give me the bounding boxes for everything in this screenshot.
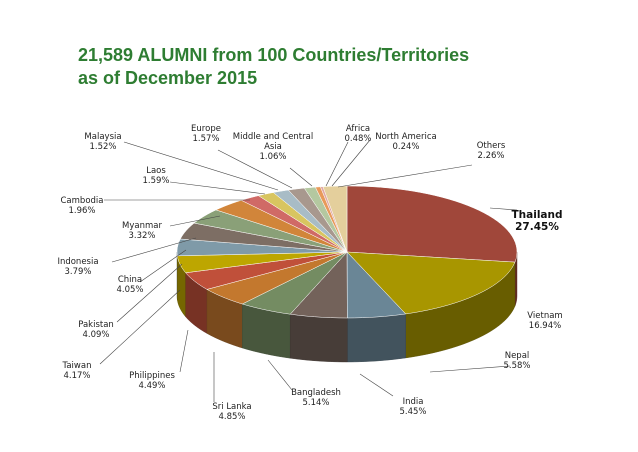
slice-value-middle-and-central-asia: 1.06% <box>259 152 286 162</box>
leader-line-thailand <box>489 207 518 211</box>
pie-slice-philippines <box>185 251 348 290</box>
slice-labels: Thailand 27.45% Vietnam 16.94% Nepal 5.58% Ind… <box>57 124 562 422</box>
slice-label-vietnam: Vietnam 16.94% <box>527 311 562 331</box>
pie-top <box>176 185 518 319</box>
slice-value-indonesia: 3.79% <box>64 267 91 277</box>
slice-label-others: Others 2.26% <box>477 141 506 161</box>
slice-label-myanmar: Myanmar 3.32% <box>122 221 162 241</box>
slice-value-laos: 1.59% <box>142 176 169 186</box>
chart-title: 21,589 ALUMNI from 100 Countries/Territo… <box>78 44 469 90</box>
slice-label-thailand: Thailand 27.45% <box>512 209 563 233</box>
slice-label-malaysia: Malaysia 1.52% <box>84 132 121 152</box>
slice-value-nepal: 5.58% <box>503 361 530 371</box>
slice-label-africa: Africa 0.48% <box>344 124 371 144</box>
slice-value-pakistan: 4.09% <box>82 330 109 340</box>
leader-line-pakistan <box>116 263 183 323</box>
pie-slice-myanmar <box>215 200 348 253</box>
leader-line-north-america <box>331 139 371 187</box>
slice-label-taiwan: Taiwan 4.17% <box>62 361 92 381</box>
slice-label-laos: Laos 1.59% <box>142 166 169 186</box>
pie-slice-sri-lanka <box>206 251 348 305</box>
slice-value-africa: 0.48% <box>344 134 371 144</box>
slice-label-europe: Europe 1.57% <box>191 124 221 144</box>
leader-line-bangladesh <box>267 359 293 391</box>
slice-label-china: China 4.05% <box>116 275 143 295</box>
leader-line-europe <box>217 149 293 189</box>
slice-label-india: India 5.45% <box>399 397 426 417</box>
pie-slice-nepal <box>346 251 407 319</box>
leader-line-africa <box>325 141 349 187</box>
chart-title-line-1: 21,589 ALUMNI from 100 Countries/Territo… <box>78 45 470 65</box>
pie-slice-laos <box>257 192 348 253</box>
leader-line-malaysia <box>123 141 279 191</box>
leader-line-taiwan <box>99 289 181 365</box>
slice-value-china: 4.05% <box>116 285 143 295</box>
slice-value-cambodia: 1.96% <box>68 206 95 216</box>
slice-value-taiwan: 4.17% <box>63 371 90 381</box>
slice-label-bangladesh: Bangladesh 5.14% <box>291 388 341 408</box>
slice-value-india: 5.45% <box>399 407 426 417</box>
leader-line-india <box>359 373 394 397</box>
pie-slice-pakistan <box>176 238 348 257</box>
pie-slice-india <box>289 251 348 319</box>
leader-line-nepal <box>429 365 511 373</box>
slice-value-vietnam: 16.94% <box>529 321 561 331</box>
pie-slice-indonesia <box>193 209 348 253</box>
chart-title-line-2: as of December 2015 <box>78 68 258 88</box>
pie-slice-china <box>179 222 348 253</box>
slice-value-thailand: 27.45% <box>515 221 559 233</box>
slice-label-philippines: Philippines 4.49% <box>129 371 175 391</box>
slice-label-north-america: North America 0.24% <box>375 132 437 152</box>
slice-value-myanmar: 3.32% <box>128 231 155 241</box>
pie-slice-vietnam <box>346 251 516 315</box>
slice-value-sri-lanka: 4.85% <box>218 412 245 422</box>
slice-label-pakistan: Pakistan 4.09% <box>78 320 114 340</box>
leader-line-philippines <box>179 329 189 373</box>
slice-label-middle-and-central-asia: Middle and Central Asia 1.06% <box>233 132 313 162</box>
leader-line-myanmar <box>169 215 221 227</box>
slice-label-indonesia: Indonesia 3.79% <box>57 257 98 277</box>
leader-line-others <box>337 164 473 188</box>
slice-label-cambodia: Cambodia 1.96% <box>61 196 104 216</box>
slice-value-europe: 1.57% <box>192 134 219 144</box>
slice-value-others: 2.26% <box>477 151 504 161</box>
pie-slice-thailand <box>346 185 518 263</box>
leader-line-indonesia <box>111 237 197 263</box>
slice-label-sri-lanka: Sri Lanka 4.85% <box>212 402 251 422</box>
slice-value-malaysia: 1.52% <box>89 142 116 152</box>
pie-slice-africa <box>314 186 348 253</box>
slice-value-north-america: 0.24% <box>392 142 419 152</box>
pie-slice-europe <box>287 187 348 253</box>
leader-line-laos <box>169 181 266 195</box>
pie-side-india <box>290 313 348 363</box>
pie-slice-malaysia <box>272 189 348 253</box>
pie-slice-taiwan <box>176 251 348 274</box>
leader-line-china <box>139 249 187 283</box>
slice-value-bangladesh: 5.14% <box>302 398 329 408</box>
slice-label-nepal: Nepal 5.58% <box>503 351 530 371</box>
pie-slice-bangladesh <box>241 251 348 315</box>
leader-line-middle-and-central-asia <box>289 167 313 187</box>
slice-value-philippines: 4.49% <box>138 381 165 391</box>
pie-slice-middle-and-central-asia <box>303 186 348 253</box>
pie-side-nepal <box>347 313 406 363</box>
